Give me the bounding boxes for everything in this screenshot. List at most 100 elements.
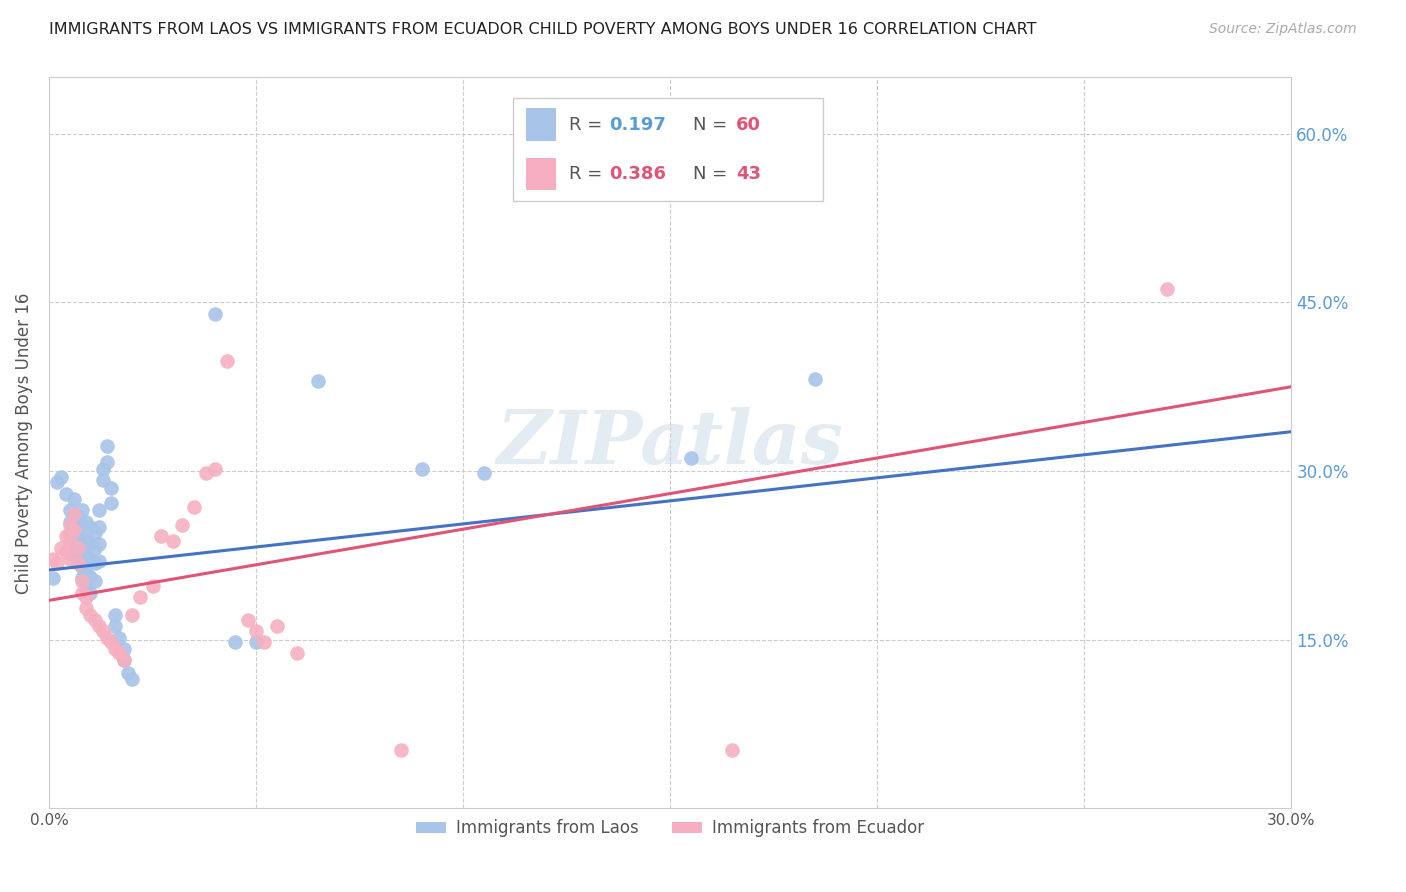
- Point: [112, 641, 135, 656]
- Point: [66, 523, 89, 537]
- Point: [63, 492, 86, 507]
- Point: [75, 590, 97, 604]
- Point: [59, 551, 82, 566]
- Point: [75, 549, 97, 563]
- Point: [183, 500, 205, 514]
- Point: [59, 515, 82, 529]
- Point: [42, 571, 65, 585]
- Point: [75, 601, 97, 615]
- Text: N =: N =: [693, 165, 733, 183]
- Point: [70, 532, 93, 546]
- Point: [51, 541, 73, 555]
- Point: [51, 469, 73, 483]
- Point: [55, 486, 77, 500]
- FancyBboxPatch shape: [513, 98, 823, 201]
- Point: [104, 619, 127, 633]
- Point: [104, 607, 127, 622]
- Point: [91, 462, 114, 476]
- Point: [100, 481, 122, 495]
- Text: Source: ZipAtlas.com: Source: ZipAtlas.com: [1209, 22, 1357, 37]
- Point: [59, 518, 82, 533]
- Point: [46, 556, 69, 570]
- Text: 60: 60: [735, 116, 761, 134]
- Point: [253, 635, 276, 649]
- Point: [149, 529, 172, 543]
- Point: [66, 556, 89, 570]
- Point: [63, 549, 86, 563]
- Point: [108, 631, 131, 645]
- Point: [83, 541, 105, 555]
- Point: [63, 520, 86, 534]
- Point: [96, 455, 118, 469]
- Text: IMMIGRANTS FROM LAOS VS IMMIGRANTS FROM ECUADOR CHILD POVERTY AMONG BOYS UNDER 1: IMMIGRANTS FROM LAOS VS IMMIGRANTS FROM …: [49, 22, 1036, 37]
- Point: [215, 354, 238, 368]
- Point: [121, 672, 143, 686]
- Point: [411, 462, 433, 476]
- Point: [75, 566, 97, 580]
- Point: [59, 503, 82, 517]
- Point: [70, 574, 93, 589]
- Point: [121, 607, 143, 622]
- Point: [112, 653, 135, 667]
- Point: [70, 571, 93, 585]
- Point: [70, 585, 93, 599]
- Text: ZIPatlas: ZIPatlas: [496, 407, 844, 479]
- Point: [224, 635, 246, 649]
- Point: [721, 743, 744, 757]
- Point: [236, 613, 259, 627]
- Point: [79, 520, 101, 534]
- Point: [679, 450, 702, 465]
- Point: [66, 556, 89, 570]
- Point: [70, 503, 93, 517]
- Point: [66, 509, 89, 524]
- Point: [91, 624, 114, 638]
- Point: [75, 532, 97, 546]
- Point: [87, 520, 110, 534]
- Point: [70, 559, 93, 574]
- Text: 0.386: 0.386: [609, 165, 666, 183]
- Point: [66, 541, 89, 555]
- Point: [87, 503, 110, 517]
- Point: [96, 631, 118, 645]
- Point: [63, 507, 86, 521]
- Point: [87, 619, 110, 633]
- Point: [42, 551, 65, 566]
- Point: [1156, 282, 1178, 296]
- Point: [245, 635, 267, 649]
- Point: [472, 467, 495, 481]
- Point: [195, 467, 218, 481]
- Point: [170, 518, 193, 533]
- Point: [266, 619, 288, 633]
- Point: [91, 473, 114, 487]
- Point: [46, 475, 69, 490]
- Point: [63, 537, 86, 551]
- Point: [79, 536, 101, 550]
- Bar: [526, 108, 557, 141]
- Point: [83, 574, 105, 589]
- Point: [87, 554, 110, 568]
- Point: [79, 570, 101, 584]
- Bar: [526, 158, 557, 190]
- Text: 43: 43: [735, 165, 761, 183]
- Point: [79, 551, 101, 566]
- Point: [287, 646, 309, 660]
- Point: [162, 533, 184, 548]
- Text: 0.197: 0.197: [609, 116, 666, 134]
- Text: N =: N =: [693, 116, 733, 134]
- Point: [96, 439, 118, 453]
- Point: [804, 372, 827, 386]
- Point: [104, 641, 127, 656]
- Point: [108, 646, 131, 660]
- Text: R =: R =: [569, 165, 607, 183]
- Text: R =: R =: [569, 116, 607, 134]
- Point: [100, 495, 122, 509]
- Point: [204, 462, 226, 476]
- Point: [100, 635, 122, 649]
- Point: [307, 374, 329, 388]
- Point: [66, 541, 89, 555]
- Point: [75, 581, 97, 595]
- Y-axis label: Child Poverty Among Boys Under 16: Child Poverty Among Boys Under 16: [15, 293, 32, 594]
- Point: [83, 613, 105, 627]
- Point: [79, 607, 101, 622]
- Point: [75, 515, 97, 529]
